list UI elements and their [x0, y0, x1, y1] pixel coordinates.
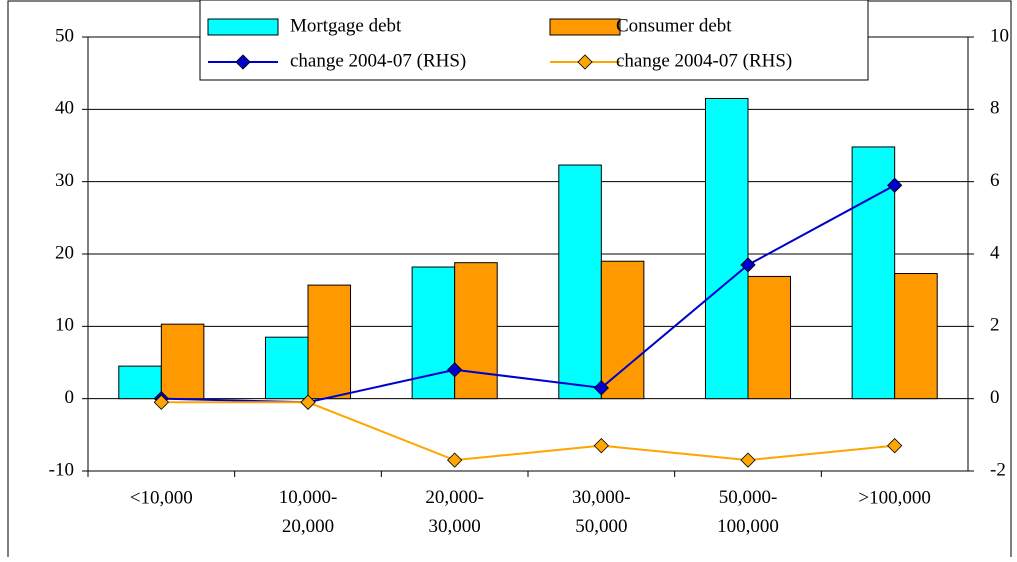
x-tick-label: 50,000-100,000 — [717, 487, 779, 537]
y-tick-label: 40 — [55, 98, 74, 119]
x-tick-label: 30,000-50,000 — [572, 487, 631, 537]
bar — [411, 266, 456, 400]
legend-label: Mortgage debt — [290, 15, 402, 36]
x-tick-label: 10,000-20,000 — [279, 487, 338, 537]
y2-tick-label: 6 — [990, 170, 1000, 191]
marker — [593, 438, 609, 454]
legend-swatch — [207, 18, 279, 36]
marker — [887, 438, 903, 454]
y2-tick-label: 8 — [990, 98, 1000, 119]
legend-label: change 2004-07 (RHS) — [290, 50, 466, 71]
legend-marker — [235, 54, 251, 70]
y-tick-label: 30 — [55, 170, 74, 191]
marker — [740, 452, 756, 468]
bar — [454, 262, 498, 400]
bar — [600, 260, 645, 400]
y-tick-label: 10 — [55, 315, 74, 336]
bar — [307, 284, 352, 400]
legend-label: Consumer debt — [616, 15, 732, 36]
y2-tick-label: 0 — [990, 387, 1000, 408]
marker — [300, 394, 316, 410]
marker — [740, 257, 756, 273]
marker — [593, 380, 609, 396]
y2-tick-label: 4 — [990, 242, 1000, 263]
x-tick-label: <10,000 — [130, 487, 193, 508]
bar — [704, 97, 749, 400]
bar — [264, 336, 309, 400]
bar — [894, 273, 938, 400]
y-tick-label: 20 — [55, 242, 74, 263]
x-tick-label: >100,000 — [858, 487, 930, 508]
line — [161, 401, 895, 462]
marker — [153, 394, 169, 410]
y-tick-label: 0 — [65, 387, 75, 408]
legend-marker — [577, 54, 593, 70]
y2-tick-label: 2 — [990, 315, 1000, 336]
legend-label: change 2004-07 (RHS) — [616, 50, 792, 71]
legend-swatch — [549, 18, 621, 36]
marker — [447, 362, 463, 378]
bar — [558, 164, 602, 400]
y2-tick-label: -2 — [990, 459, 1006, 480]
y2-tick-label: 10 — [990, 25, 1009, 46]
bar — [747, 275, 792, 400]
bar — [118, 365, 162, 400]
legend-box — [199, 0, 869, 81]
bar — [160, 323, 205, 400]
marker — [447, 452, 463, 468]
marker — [887, 177, 903, 193]
y-tick-label: -10 — [49, 459, 74, 480]
x-tick-label: 20,000-30,000 — [425, 487, 484, 537]
y-tick-label: 50 — [55, 25, 74, 46]
